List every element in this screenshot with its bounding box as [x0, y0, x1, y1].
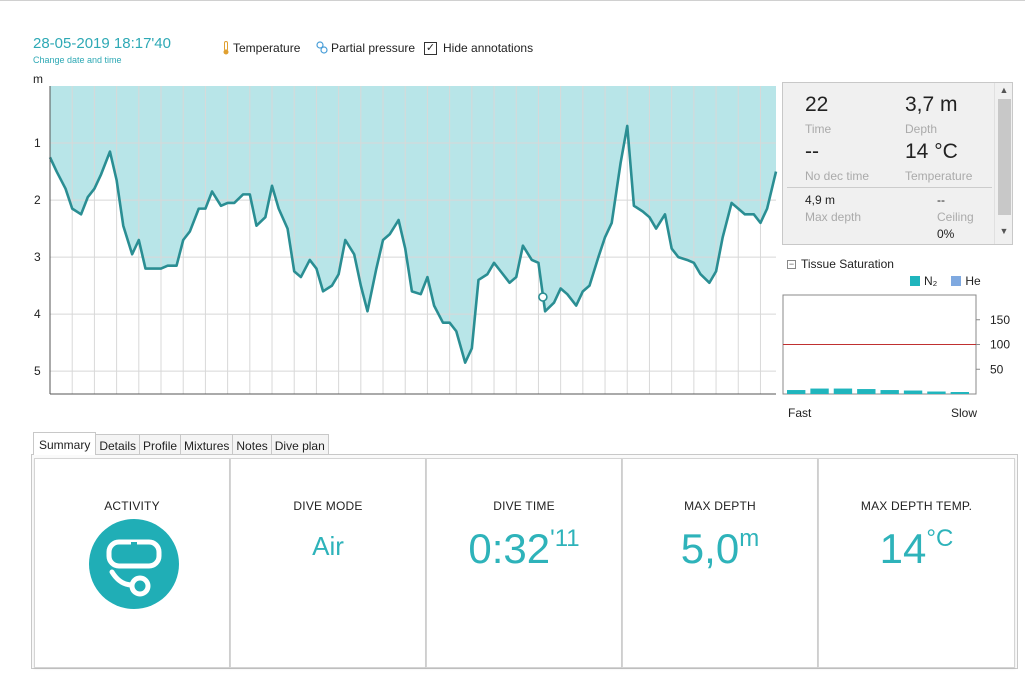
tissue-tick-label: 100	[990, 338, 1010, 352]
info-panel-content: 22 Time 3,7 m Depth -- No dec time 14 °C…	[787, 87, 992, 241]
he-legend-label: He	[965, 274, 981, 288]
tissue-n2-bar	[857, 389, 876, 394]
tissue-saturation-title: Tissue Saturation	[801, 257, 894, 271]
tab-profile[interactable]: Profile	[139, 434, 182, 455]
max-depth-display: 5,0m	[623, 525, 817, 573]
dive-mode-value: Air	[312, 531, 344, 561]
partial-pressure-toggle[interactable]: Partial pressure	[316, 41, 415, 55]
activity-card: ACTIVITY	[34, 458, 230, 668]
max-depth-label: Max depth	[805, 210, 862, 224]
scroll-thumb[interactable]	[998, 99, 1011, 215]
n2-legend-label: N₂	[924, 274, 938, 288]
max-depth-temp-value: 14	[879, 525, 927, 572]
summary-panel: ACTIVITY DIVE MODE Air DIVE TIME 0:32'11…	[31, 454, 1018, 669]
collapse-icon[interactable]: −	[787, 258, 796, 269]
temperature-toggle[interactable]: Temperature	[222, 41, 300, 55]
change-date-link[interactable]: Change date and time	[33, 55, 122, 65]
thermometer-icon	[223, 41, 229, 55]
hide-annotations-toggle[interactable]: ✓ Hide annotations	[424, 41, 533, 55]
slow-label: Slow	[951, 406, 977, 420]
dive-datetime: 28-05-2019 18:17'40	[33, 35, 171, 52]
hide-annotations-label: Hide annotations	[443, 41, 534, 55]
time-label: Time	[805, 122, 832, 136]
tissue-n2-bar	[950, 392, 969, 394]
hide-annotations-checkbox[interactable]: ✓	[424, 41, 437, 55]
tab-bar: Summary Details Profile Mixtures Notes D…	[33, 432, 329, 455]
max-depth-big-value: 5,0	[680, 525, 740, 572]
temperature-label: Temperature	[905, 169, 973, 183]
y-tick-label: 3	[34, 250, 41, 264]
n2-swatch	[910, 276, 920, 286]
bubbles-icon	[316, 41, 328, 54]
cursor-marker	[538, 292, 548, 302]
info-scrollbar[interactable]: ▲ ▼	[994, 83, 1012, 244]
dive-info-panel: 22 Time 3,7 m Depth -- No dec time 14 °C…	[782, 82, 1013, 245]
depth-area-fill	[50, 86, 776, 363]
tissue-saturation-chart: 150 100 50 Fast Slow	[782, 294, 1010, 420]
dive-mode-title: DIVE MODE	[293, 499, 363, 513]
scuba-mask-icon	[89, 519, 179, 609]
tissue-tick-label: 150	[990, 313, 1010, 327]
time-value: 22	[805, 93, 829, 116]
max-depth-title: MAX DEPTH	[684, 499, 756, 513]
dive-time-card: DIVE TIME 0:32'11	[426, 458, 622, 668]
max-depth-temp-display: 14°C	[819, 525, 1014, 573]
ceiling-percent: 0%	[937, 227, 955, 241]
max-depth-unit: m	[739, 525, 760, 552]
dive-profile-chart[interactable]: m123452'4'6'8'10'12'14'16'18'20'22'24'26…	[0, 70, 780, 400]
tissue-saturation-header[interactable]: − Tissue Saturation	[787, 257, 894, 271]
tissue-legend: N₂ He	[910, 274, 981, 288]
tab-summary[interactable]: Summary	[33, 432, 97, 455]
y-tick-label: 1	[34, 136, 41, 150]
he-swatch	[951, 276, 962, 286]
depth-series-line	[48, 124, 778, 364]
dive-time-value: 0:32	[468, 525, 551, 572]
y-tick-label: 2	[34, 193, 41, 207]
max-depth-value: 4,9 m	[805, 193, 836, 207]
activity-title: ACTIVITY	[104, 499, 160, 513]
scroll-up-icon[interactable]: ▲	[999, 85, 1009, 95]
tab-details[interactable]: Details	[95, 434, 141, 455]
temperature-value: 14 °C	[905, 140, 958, 163]
tissue-n2-bar	[787, 390, 806, 394]
tissue-n2-bar	[810, 388, 829, 394]
tab-notes[interactable]: Notes	[232, 434, 272, 455]
ceiling-label: Ceiling	[937, 210, 974, 224]
y-tick-label: 5	[34, 364, 41, 378]
dive-time-display: 0:32'11	[427, 525, 621, 573]
fast-label: Fast	[788, 406, 812, 420]
y-axis-unit-label: m	[33, 72, 43, 86]
ceiling-value: --	[937, 193, 945, 207]
partial-pressure-toggle-label: Partial pressure	[331, 41, 416, 55]
info-divider	[787, 187, 992, 188]
max-depth-card: MAX DEPTH 5,0m	[622, 458, 818, 668]
tab-mixtures[interactable]: Mixtures	[180, 434, 234, 455]
temperature-toggle-label: Temperature	[233, 41, 301, 55]
tissue-n2-bar	[903, 390, 923, 394]
depth-value: 3,7 m	[905, 93, 958, 116]
dive-time-seconds: '11	[550, 525, 580, 552]
tab-dive-plan[interactable]: Dive plan	[270, 434, 329, 455]
scroll-down-icon[interactable]: ▼	[999, 226, 1009, 236]
max-depth-temp-unit: °C	[926, 525, 954, 552]
no-dec-time-value: --	[805, 140, 819, 163]
max-depth-temp-title: MAX DEPTH TEMP.	[860, 499, 973, 513]
tissue-n2-bar	[927, 391, 946, 394]
max-depth-temp-card: MAX DEPTH TEMP. 14°C	[818, 458, 1015, 668]
y-tick-label: 4	[34, 307, 41, 321]
window-top-border	[0, 0, 1025, 1]
depth-label: Depth	[905, 122, 938, 136]
tissue-tick-label: 50	[990, 362, 1004, 376]
dive-time-title: DIVE TIME	[493, 499, 555, 513]
tissue-n2-bar	[833, 388, 853, 394]
no-dec-time-label: No dec time	[805, 169, 870, 183]
dive-mode-card: DIVE MODE Air	[230, 458, 426, 668]
tissue-n2-bar	[880, 390, 899, 394]
